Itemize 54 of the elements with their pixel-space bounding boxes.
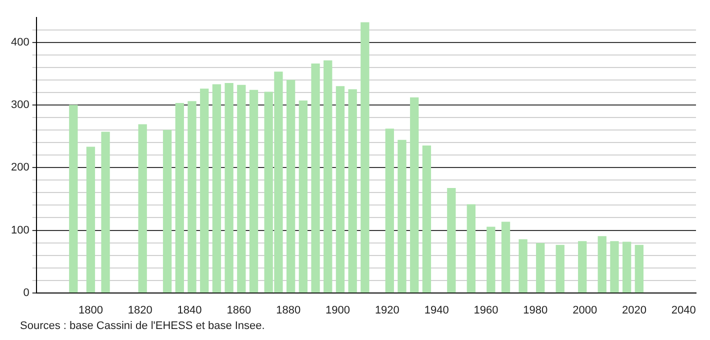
bar (175, 102, 184, 293)
x-tick-label: 1840 (177, 304, 202, 316)
bar (501, 222, 510, 293)
bar (422, 145, 432, 293)
bar (212, 84, 222, 293)
bar (237, 84, 246, 293)
x-tick-label: 1960 (474, 304, 498, 316)
y-tick-label: 400 (10, 36, 30, 49)
bar (162, 130, 172, 293)
bar (69, 104, 78, 293)
x-tick-label: 1980 (523, 304, 548, 316)
bar (324, 60, 332, 293)
bar (286, 80, 296, 293)
bar (634, 244, 644, 293)
source-note: Sources : base Cassini de l'EHESS et base Insee. (19, 320, 266, 332)
bar (486, 226, 496, 293)
bar (298, 100, 308, 293)
bar (101, 132, 110, 293)
bar (249, 90, 258, 293)
x-tick-label: 1860 (226, 304, 252, 316)
y-tick-label: 300 (10, 99, 30, 112)
x-tick-label: 1820 (128, 304, 152, 316)
x-tick-label: 1900 (326, 304, 350, 316)
bar (610, 241, 619, 293)
x-tick-label: 2040 (671, 304, 696, 316)
x-tick-label: 1880 (276, 304, 301, 316)
bar (556, 244, 564, 293)
bar (385, 128, 394, 293)
x-tick-label: 2000 (572, 304, 598, 316)
bar (410, 97, 419, 293)
bar (536, 243, 545, 293)
bar (360, 22, 370, 293)
bar (466, 204, 476, 293)
bar (578, 241, 587, 293)
bar (224, 82, 234, 293)
bar (398, 140, 406, 293)
x-tick-label: 1800 (78, 304, 103, 316)
x-tick-label: 1940 (424, 304, 449, 316)
bar (86, 146, 96, 293)
bar (598, 236, 606, 293)
bar (348, 89, 357, 293)
x-tick-label: 1920 (374, 304, 400, 316)
bar (311, 64, 320, 293)
bar (200, 88, 209, 293)
bar (188, 101, 196, 293)
y-tick-label: 0 (23, 286, 30, 299)
bar (138, 124, 147, 293)
y-tick-label: 200 (10, 162, 30, 174)
bar (447, 188, 456, 293)
bar (336, 86, 345, 293)
bar (518, 239, 528, 293)
y-tick-label: 100 (10, 224, 30, 236)
x-tick-label: 2020 (622, 304, 646, 316)
bar (622, 242, 632, 293)
